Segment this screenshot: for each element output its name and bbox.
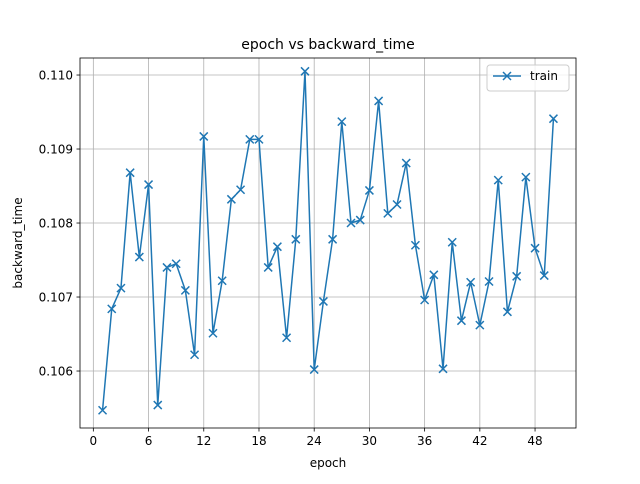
data-point: [392, 199, 402, 210]
legend-marker-icon: [502, 71, 512, 81]
y-axis-label: backward_time: [11, 197, 25, 288]
y-tick-label: 0.109: [39, 142, 73, 156]
data-point: [134, 252, 144, 262]
data-point: [282, 333, 292, 343]
data-point: [539, 271, 549, 281]
data-point: [337, 117, 347, 127]
data-point: [208, 328, 218, 338]
y-tick-label: 0.107: [39, 290, 73, 304]
data-point: [318, 296, 328, 306]
x-tick-label: 0: [90, 434, 98, 448]
data-point: [438, 364, 448, 374]
data-point: [429, 270, 439, 280]
data-point: [475, 320, 485, 330]
data-point: [410, 240, 420, 250]
data-point: [548, 114, 558, 124]
x-tick-label: 24: [307, 434, 322, 448]
series-line-train: [101, 70, 555, 411]
data-point: [493, 175, 503, 185]
data-point: [355, 215, 365, 225]
series-layer: [98, 66, 558, 415]
data-point: [190, 350, 200, 360]
data-point: [374, 96, 384, 106]
x-tick-label: 6: [145, 434, 153, 448]
data-point: [180, 285, 190, 295]
legend-label: train: [530, 69, 558, 83]
x-tick-label: 48: [527, 434, 542, 448]
data-point: [328, 234, 338, 244]
x-axis-label: epoch: [310, 456, 347, 470]
data-point: [456, 316, 466, 326]
data-point: [98, 405, 108, 415]
y-tick-label: 0.108: [39, 216, 73, 230]
data-point: [300, 66, 310, 76]
x-tick-label: 42: [472, 434, 487, 448]
data-point: [364, 185, 374, 195]
data-point: [199, 131, 209, 141]
data-point: [447, 237, 457, 247]
data-point: [107, 304, 117, 314]
legend: train: [486, 64, 570, 92]
x-tick-label: 30: [362, 434, 377, 448]
data-point: [116, 283, 126, 293]
x-tick-label: 18: [251, 434, 266, 448]
data-point: [420, 295, 430, 305]
data-point: [245, 134, 255, 144]
data-point: [484, 276, 494, 287]
data-point: [521, 172, 531, 182]
data-point: [144, 180, 154, 190]
legend-box: [486, 64, 570, 92]
data-point: [346, 218, 356, 228]
data-point: [162, 262, 172, 272]
data-point: [309, 365, 319, 375]
x-tick-label: 12: [196, 434, 211, 448]
data-point: [401, 158, 411, 168]
data-point: [125, 168, 135, 178]
data-point: [291, 234, 301, 244]
data-point: [263, 262, 273, 272]
data-point: [226, 194, 236, 204]
y-tick-label: 0.110: [39, 68, 73, 82]
grid: [80, 58, 576, 428]
data-point: [272, 242, 282, 252]
data-point: [254, 134, 264, 144]
data-point: [217, 276, 227, 286]
data-point: [512, 271, 522, 281]
chart-title: epoch vs backward_time: [241, 37, 414, 53]
data-point: [171, 259, 181, 269]
axis-ticks: 0 6 12 18 24 30 36 42 48 0.106 0.107 0.108 0.109 0.11…: [39, 68, 543, 448]
y-tick-label: 0.106: [39, 364, 73, 378]
plot-frame: [79, 57, 577, 429]
data-point: [383, 208, 393, 218]
data-point: [530, 243, 540, 253]
data-point: [236, 185, 246, 195]
data-point: [466, 277, 476, 287]
data-point: [153, 400, 163, 410]
x-tick-label: 36: [417, 434, 432, 448]
data-point: [502, 307, 512, 317]
